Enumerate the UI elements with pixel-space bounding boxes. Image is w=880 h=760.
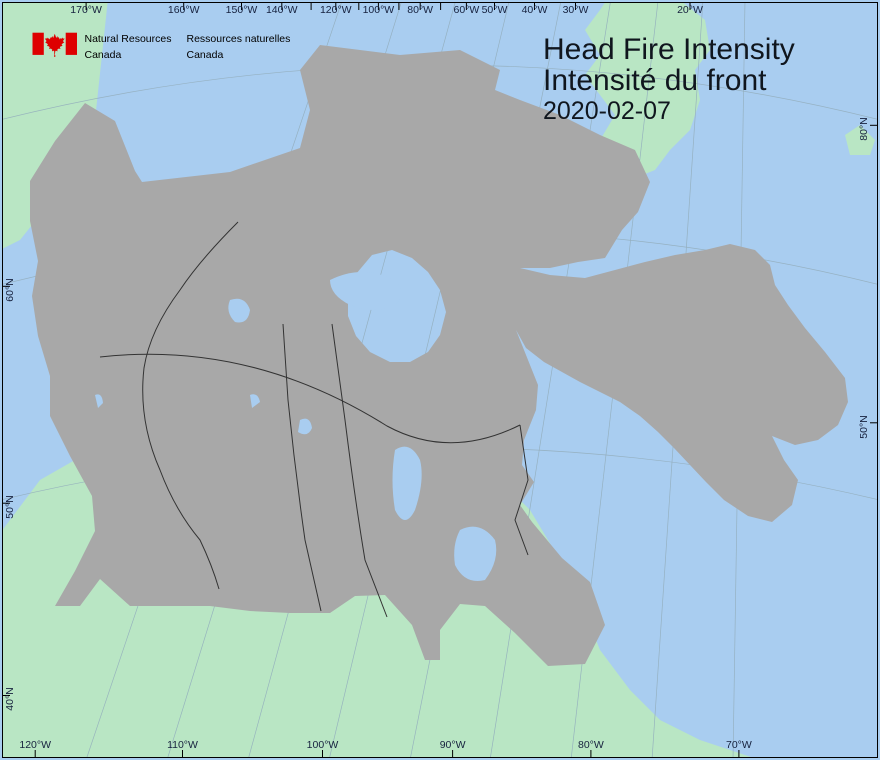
svg-text:Canada: Canada xyxy=(187,49,224,61)
svg-text:Intensité du front: Intensité du front xyxy=(543,64,767,97)
svg-text:Natural Resources: Natural Resources xyxy=(85,33,172,45)
svg-text:Ressources naturelles: Ressources naturelles xyxy=(187,33,291,45)
svg-text:Head Fire Intensity: Head Fire Intensity xyxy=(543,33,795,66)
svg-text:Canada: Canada xyxy=(85,49,122,61)
svg-text:2020-02-07: 2020-02-07 xyxy=(543,97,671,125)
